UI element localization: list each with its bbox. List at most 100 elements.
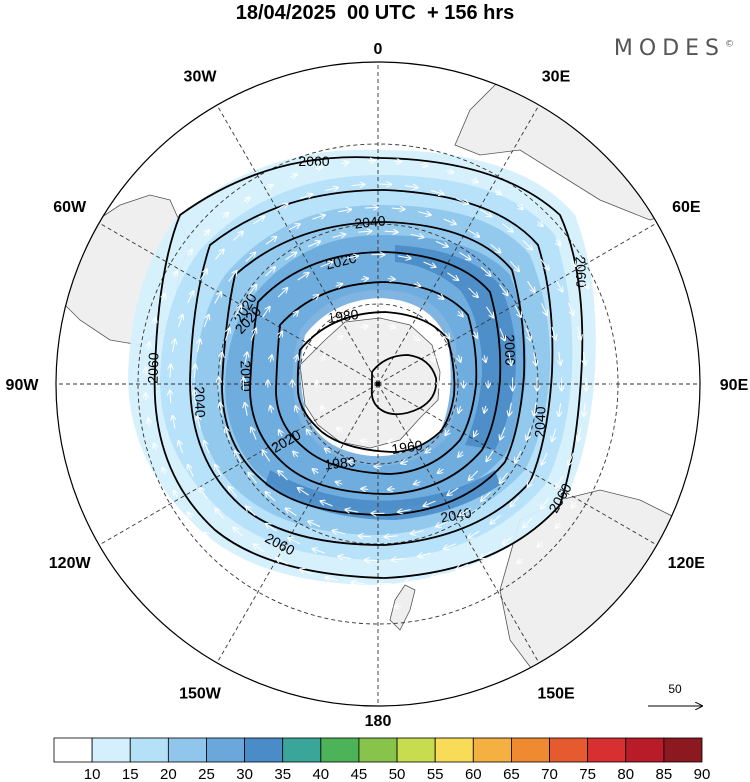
colorbar-swatch	[358, 737, 398, 763]
wind-vector	[609, 354, 610, 362]
brand-name: MODES	[613, 36, 725, 61]
colorbar-label: 30	[236, 766, 253, 782]
wind-vector	[523, 518, 533, 527]
wind-vector	[233, 528, 244, 537]
wind-vector	[215, 465, 222, 477]
wind-vector	[443, 218, 456, 224]
wind-vector	[458, 311, 463, 316]
wind-vector	[299, 194, 312, 200]
wind-vector	[405, 580, 418, 582]
wind-vector	[430, 190, 443, 194]
wind-vector	[499, 284, 508, 295]
wind-vector	[525, 328, 530, 340]
wind-vector	[480, 551, 492, 559]
colorbar: 10 15 20 25 30 35 40 45 50 55 60 65 70 75 80 85 90	[53, 737, 710, 782]
wind-vector	[336, 336, 342, 340]
wind-vector	[234, 306, 241, 318]
wind-vector	[555, 279, 562, 291]
wind-vector	[458, 355, 460, 362]
longitude-label: 180	[365, 713, 392, 730]
longitude-label: 150W	[179, 685, 222, 702]
wind-vector	[148, 342, 149, 350]
wind-vector	[204, 533, 209, 538]
wind-vector	[293, 452, 298, 457]
wind-vector	[178, 441, 184, 454]
wind-vector	[568, 452, 574, 465]
wind-vector	[404, 186, 418, 188]
longitude-label: 60E	[672, 199, 701, 216]
wind-vector	[245, 352, 248, 366]
wind-vector	[338, 209, 351, 211]
wind-vector	[495, 574, 502, 578]
wind-vector	[469, 470, 479, 480]
wind-vector	[385, 536, 398, 537]
wind-vector	[458, 452, 463, 457]
longitude-label: 150E	[537, 685, 575, 702]
contour-label: 2020	[324, 249, 358, 272]
wind-vector	[510, 496, 520, 507]
wind-vector	[308, 521, 321, 528]
longitude-label: 60W	[53, 199, 87, 216]
wind-vector	[459, 252, 471, 259]
wind-vector	[578, 428, 581, 441]
wind-vector	[596, 305, 598, 313]
wind-vector	[578, 326, 581, 340]
contour-label: 1980	[326, 306, 359, 326]
wind-vector	[341, 162, 348, 163]
wind-vector	[315, 167, 322, 169]
wind-vector	[474, 331, 477, 338]
wind-vector	[337, 428, 343, 432]
colorbar-label: 25	[198, 766, 215, 782]
longitude-label: 90W	[6, 377, 40, 394]
wind-vector	[556, 476, 563, 487]
wind-vector	[400, 305, 408, 307]
wind-vector	[333, 531, 346, 534]
wind-vector	[251, 427, 257, 440]
wind-vector	[460, 508, 471, 515]
wind-vector	[358, 536, 372, 537]
wind-vector	[401, 461, 408, 463]
map-title: 18/04/2025 00 UTC + 156 hrs	[235, 2, 515, 24]
colorbar-swatch	[320, 737, 360, 763]
contour-2000	[249, 251, 502, 495]
wind-vector	[456, 198, 468, 204]
wind-vector	[391, 208, 405, 209]
contour-label: 2060	[144, 352, 161, 384]
wind-vector	[279, 332, 282, 339]
wind-vector	[187, 291, 194, 304]
wind-vector	[266, 524, 277, 532]
wind-vector	[266, 185, 272, 188]
wind-vector	[154, 444, 156, 451]
colorbar-swatch	[129, 737, 169, 763]
colorbar-swatch	[396, 737, 436, 763]
contour-label: 2040	[354, 212, 387, 231]
wind-vector	[418, 212, 431, 215]
wind-vector	[204, 441, 210, 454]
wind-vector	[250, 328, 256, 341]
wind-vector	[410, 234, 424, 237]
longitude-label: 90E	[720, 377, 749, 394]
wind-vector	[245, 403, 248, 416]
wind-vector	[604, 431, 606, 438]
meridian-line	[216, 104, 379, 385]
wind-vector	[246, 506, 256, 516]
contour-label: 2060	[298, 153, 329, 169]
wind-vector	[414, 482, 421, 484]
wind-vector	[224, 328, 229, 341]
colorbar-label: 70	[541, 766, 558, 782]
colorbar-label: 55	[427, 766, 444, 782]
wind-vector	[197, 339, 200, 353]
contour-label: 2060	[572, 256, 589, 288]
wind-vector	[585, 282, 588, 288]
colorbar-swatch	[625, 737, 665, 763]
wind-vector	[458, 405, 460, 413]
wind-vector	[515, 450, 522, 462]
wind-vector	[486, 450, 494, 461]
wind-reference: 50	[648, 682, 702, 706]
wind-vector	[397, 256, 411, 259]
wind-vector	[194, 365, 195, 378]
wind-vector	[585, 479, 588, 485]
wind-vector	[270, 355, 272, 363]
wind-vector	[503, 535, 514, 544]
